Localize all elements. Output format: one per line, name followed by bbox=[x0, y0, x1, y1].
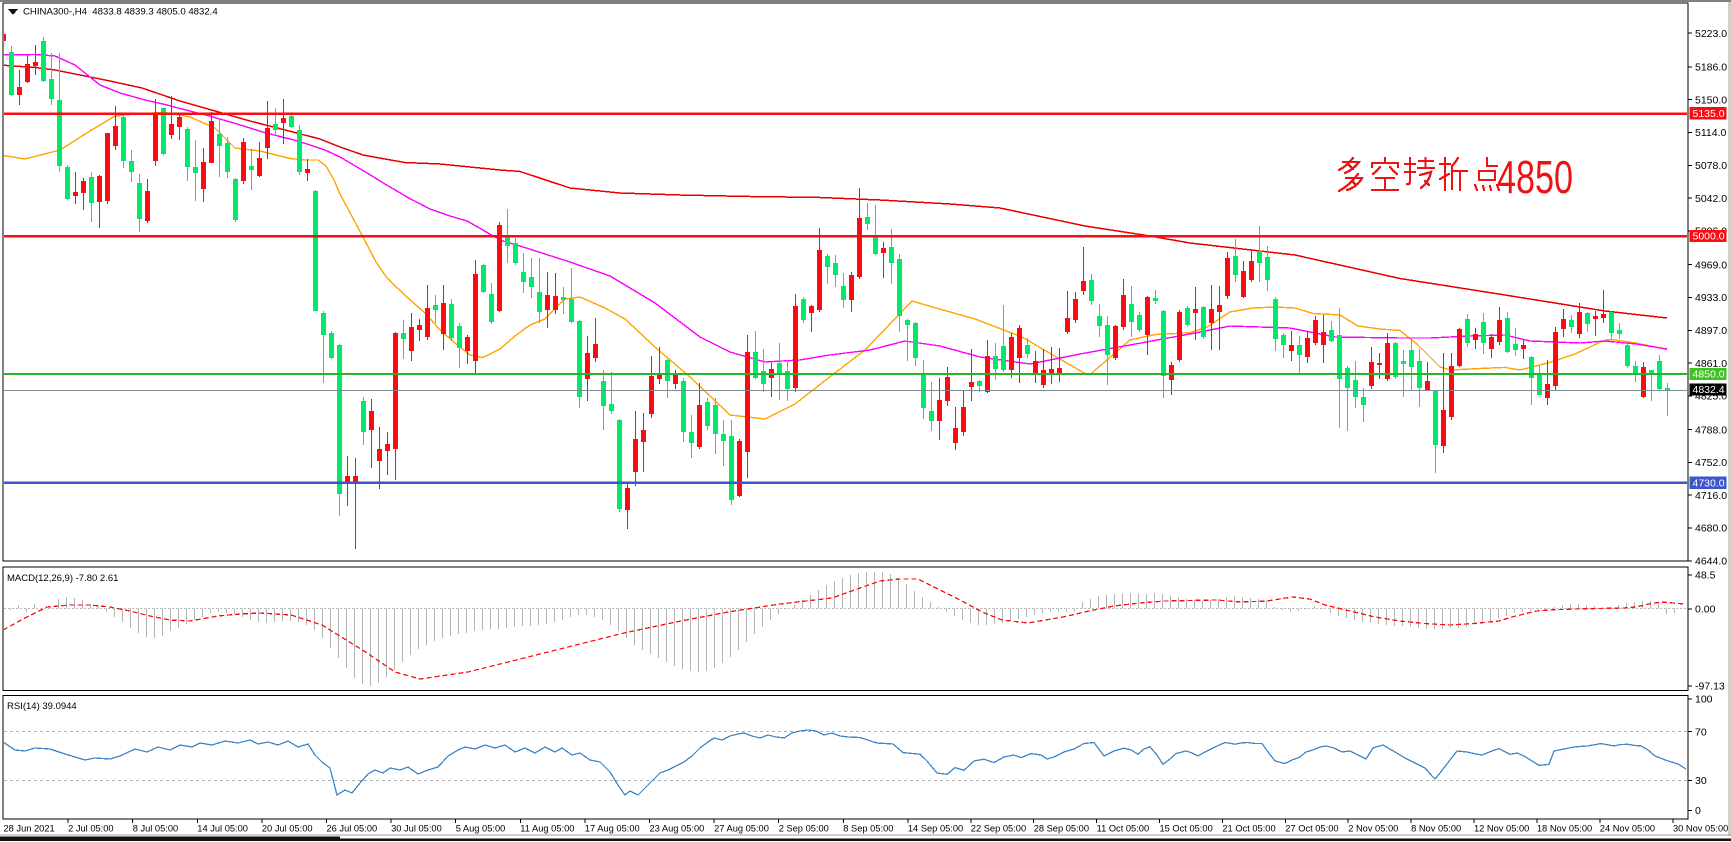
svg-text:5114.0: 5114.0 bbox=[1695, 127, 1726, 139]
svg-text:28 Sep 05:00: 28 Sep 05:00 bbox=[1034, 824, 1089, 834]
svg-text:24 Nov 05:00: 24 Nov 05:00 bbox=[1600, 824, 1655, 834]
svg-text:5150.0: 5150.0 bbox=[1695, 94, 1727, 106]
svg-text:21 Oct 05:00: 21 Oct 05:00 bbox=[1222, 824, 1275, 834]
svg-text:30 Nov 05:00: 30 Nov 05:00 bbox=[1673, 824, 1728, 834]
svg-text:5186.0: 5186.0 bbox=[1695, 62, 1727, 74]
svg-text:14 Jul 05:00: 14 Jul 05:00 bbox=[197, 824, 248, 834]
svg-text:8 Jul 05:00: 8 Jul 05:00 bbox=[133, 824, 179, 834]
svg-text:12 Nov 05:00: 12 Nov 05:00 bbox=[1474, 824, 1529, 834]
svg-text:4850.0: 4850.0 bbox=[1693, 369, 1725, 381]
svg-text:100: 100 bbox=[1695, 694, 1713, 706]
svg-text:4644.0: 4644.0 bbox=[1695, 556, 1727, 568]
svg-text:2 Nov 05:00: 2 Nov 05:00 bbox=[1348, 824, 1398, 834]
svg-text:2 Jul 05:00: 2 Jul 05:00 bbox=[68, 824, 114, 834]
svg-text:4716.0: 4716.0 bbox=[1695, 490, 1727, 502]
svg-text:4861.0: 4861.0 bbox=[1695, 358, 1727, 370]
svg-text:17 Aug 05:00: 17 Aug 05:00 bbox=[585, 824, 640, 834]
svg-text:5 Aug 05:00: 5 Aug 05:00 bbox=[456, 824, 506, 834]
svg-text:4730.0: 4730.0 bbox=[1693, 477, 1725, 489]
svg-text:28 Jun 2021: 28 Jun 2021 bbox=[4, 824, 55, 834]
svg-text:11 Aug 05:00: 11 Aug 05:00 bbox=[520, 824, 574, 834]
svg-text:30: 30 bbox=[1695, 775, 1707, 787]
svg-text:4788.0: 4788.0 bbox=[1695, 424, 1727, 436]
svg-text:8 Nov 05:00: 8 Nov 05:00 bbox=[1411, 824, 1461, 834]
svg-text:MACD(12,26,9) -7.80 2.61: MACD(12,26,9) -7.80 2.61 bbox=[7, 573, 118, 584]
svg-text:27 Oct 05:00: 27 Oct 05:00 bbox=[1285, 824, 1338, 834]
svg-text:20 Jul 05:00: 20 Jul 05:00 bbox=[262, 824, 313, 834]
svg-text:0: 0 bbox=[1695, 805, 1701, 817]
svg-text:-97.13: -97.13 bbox=[1695, 681, 1725, 693]
svg-text:5135.0: 5135.0 bbox=[1693, 108, 1725, 120]
svg-text:CHINA300-,H4 4833.8 4839.3 48: CHINA300-,H4 4833.8 4839.3 4805.0 4832.4 bbox=[23, 7, 218, 18]
svg-text:14 Sep 05:00: 14 Sep 05:00 bbox=[908, 824, 963, 834]
svg-text:4680.0: 4680.0 bbox=[1695, 523, 1727, 535]
svg-text:4850: 4850 bbox=[1497, 151, 1573, 203]
svg-text:30 Jul 05:00: 30 Jul 05:00 bbox=[391, 824, 442, 834]
svg-text:5000.0: 5000.0 bbox=[1693, 231, 1725, 243]
svg-text:0.00: 0.00 bbox=[1695, 604, 1716, 616]
svg-text:27 Aug 05:00: 27 Aug 05:00 bbox=[714, 824, 769, 834]
svg-text:4752.0: 4752.0 bbox=[1695, 457, 1727, 469]
svg-text:22 Sep 05:00: 22 Sep 05:00 bbox=[971, 824, 1026, 834]
svg-text:11 Oct 05:00: 11 Oct 05:00 bbox=[1097, 824, 1150, 834]
svg-text:48.5: 48.5 bbox=[1695, 570, 1716, 582]
svg-text:2 Sep 05:00: 2 Sep 05:00 bbox=[779, 824, 829, 834]
svg-text:8 Sep 05:00: 8 Sep 05:00 bbox=[843, 824, 893, 834]
svg-text:26 Jul 05:00: 26 Jul 05:00 bbox=[327, 824, 378, 834]
svg-text:RSI(14) 39.0944: RSI(14) 39.0944 bbox=[7, 701, 77, 712]
svg-text:15 Oct 05:00: 15 Oct 05:00 bbox=[1160, 824, 1213, 834]
svg-text:70: 70 bbox=[1695, 726, 1707, 738]
svg-text:23 Aug 05:00: 23 Aug 05:00 bbox=[650, 824, 705, 834]
svg-text:4969.0: 4969.0 bbox=[1695, 259, 1727, 271]
svg-text:18 Nov 05:00: 18 Nov 05:00 bbox=[1537, 824, 1592, 834]
svg-text:5078.0: 5078.0 bbox=[1695, 160, 1727, 172]
svg-text:4832.4: 4832.4 bbox=[1693, 384, 1725, 396]
svg-text:5042.0: 5042.0 bbox=[1695, 193, 1727, 205]
svg-text:4933.0: 4933.0 bbox=[1695, 292, 1727, 304]
svg-text:4897.0: 4897.0 bbox=[1695, 325, 1727, 337]
svg-text:5223.0: 5223.0 bbox=[1695, 28, 1727, 40]
